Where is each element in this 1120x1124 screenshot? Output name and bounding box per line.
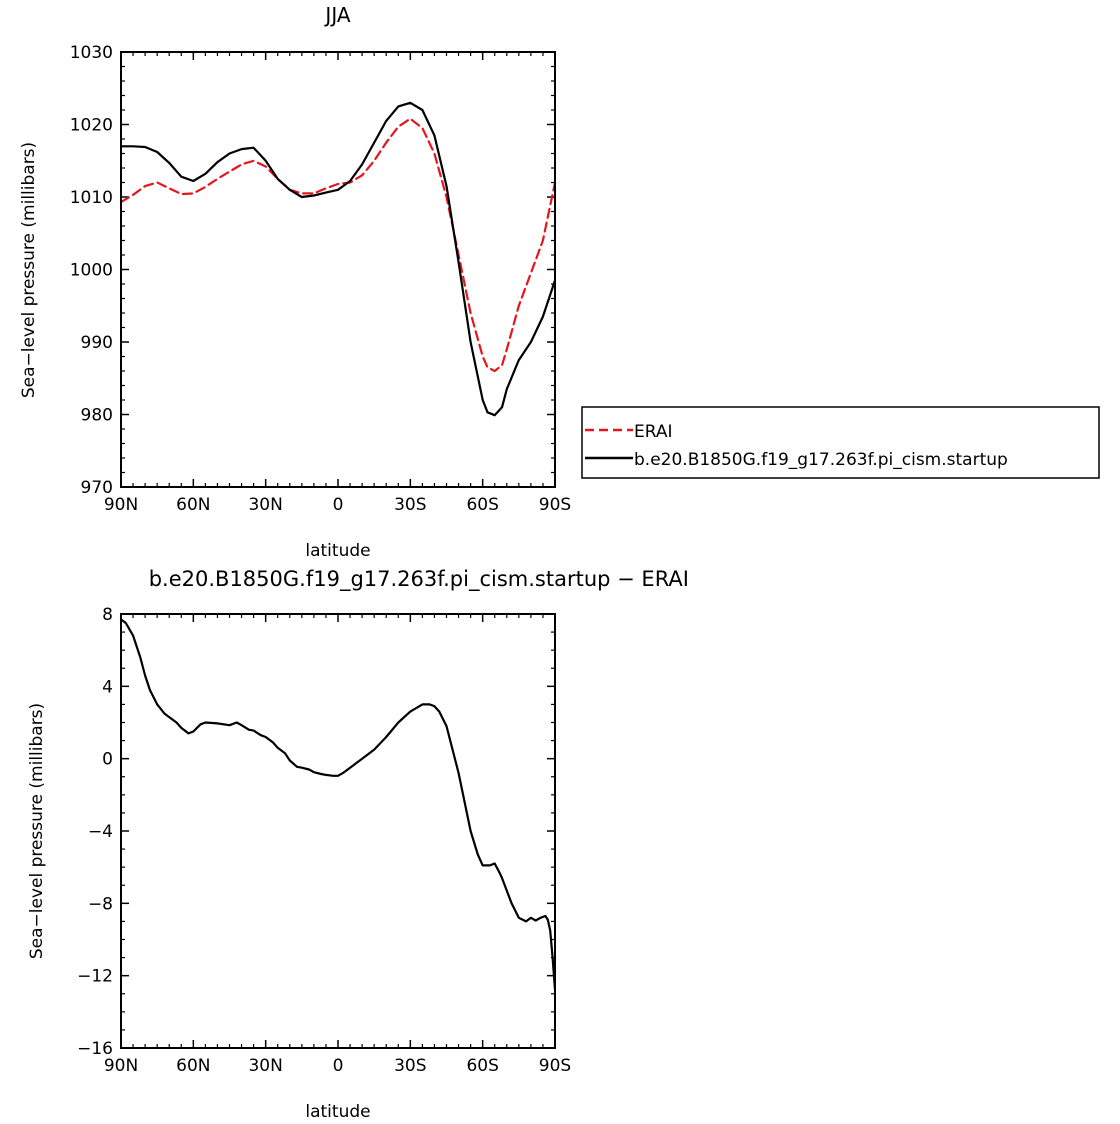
x-tick-label: 60N bbox=[176, 495, 210, 515]
x-tick-label: 90N bbox=[104, 495, 138, 515]
y-tick-label: 1020 bbox=[70, 116, 113, 136]
bottom-x-axis-label: latitude bbox=[305, 1102, 370, 1122]
y-tick-label: −12 bbox=[77, 967, 113, 987]
y-tick-label: 8 bbox=[102, 605, 113, 625]
x-tick-label: 0 bbox=[333, 495, 344, 515]
top-plot-frame bbox=[120, 51, 556, 488]
top-tick-labels: 90N 60N 30N 0 30S 60S 90S 970 980 990 1000 1010 1020… bbox=[70, 43, 571, 515]
top-x-axis-label: latitude bbox=[305, 541, 370, 561]
y-tick-label: 1030 bbox=[70, 43, 113, 63]
y-tick-label: 980 bbox=[81, 406, 113, 426]
x-tick-label: 30S bbox=[394, 1056, 426, 1076]
y-tick-label: 4 bbox=[102, 677, 113, 697]
y-tick-label: −16 bbox=[77, 1039, 113, 1059]
top-axis-ticks bbox=[120, 51, 556, 488]
bottom-y-axis-label: Sea−level pressure (millibars) bbox=[27, 703, 47, 959]
series-line-0-1 bbox=[119, 101, 557, 417]
x-tick-label: 60S bbox=[466, 1056, 498, 1076]
bottom-tick-labels: 90N 60N 30N 0 30S 60S 90S −16 −12 −8 −4 0 4 8 bbox=[77, 605, 571, 1076]
x-tick-label: 30N bbox=[248, 495, 282, 515]
y-tick-label: 970 bbox=[81, 478, 113, 498]
bottom-series-group bbox=[119, 618, 557, 992]
y-tick-label: −4 bbox=[88, 822, 113, 842]
y-tick-label: −8 bbox=[88, 894, 113, 914]
top-series-group bbox=[119, 101, 557, 417]
y-tick-label: 990 bbox=[81, 333, 113, 353]
legend-label-model: b.e20.B1850G.f19_g17.263f.pi_cism.startu… bbox=[634, 450, 1008, 470]
bottom-axis-ticks bbox=[120, 613, 556, 1049]
series-line-0-0 bbox=[119, 117, 557, 373]
bottom-plot-frame bbox=[120, 613, 556, 1049]
x-tick-label: 90S bbox=[539, 495, 571, 515]
legend: ERAI b.e20.B1850G.f19_g17.263f.pi_cism.s… bbox=[581, 406, 1100, 479]
legend-label-erai: ERAI bbox=[634, 422, 673, 442]
y-tick-label: 0 bbox=[102, 750, 113, 770]
x-tick-label: 0 bbox=[333, 1056, 344, 1076]
x-tick-label: 90N bbox=[104, 1056, 138, 1076]
x-tick-label: 30S bbox=[394, 495, 426, 515]
y-tick-label: 1000 bbox=[70, 261, 113, 281]
x-tick-label: 90S bbox=[539, 1056, 571, 1076]
bottom-chart-title: b.e20.B1850G.f19_g17.263f.pi_cism.startu… bbox=[149, 567, 689, 592]
top-chart-title: JJA bbox=[323, 3, 350, 27]
series-line-1-0 bbox=[119, 618, 557, 992]
y-tick-label: 1010 bbox=[70, 188, 113, 208]
legend-box bbox=[581, 406, 1100, 479]
x-tick-label: 60S bbox=[466, 495, 498, 515]
x-tick-label: 30N bbox=[248, 1056, 282, 1076]
top-y-axis-label: Sea−level pressure (millibars) bbox=[19, 142, 39, 398]
x-tick-label: 60N bbox=[176, 1056, 210, 1076]
top-panel: JJA 90N 60N 30N 0 30S 60S 90S 970 980 990 1000 1010… bbox=[19, 3, 571, 561]
bottom-panel: b.e20.B1850G.f19_g17.263f.pi_cism.startu… bbox=[27, 567, 689, 1122]
